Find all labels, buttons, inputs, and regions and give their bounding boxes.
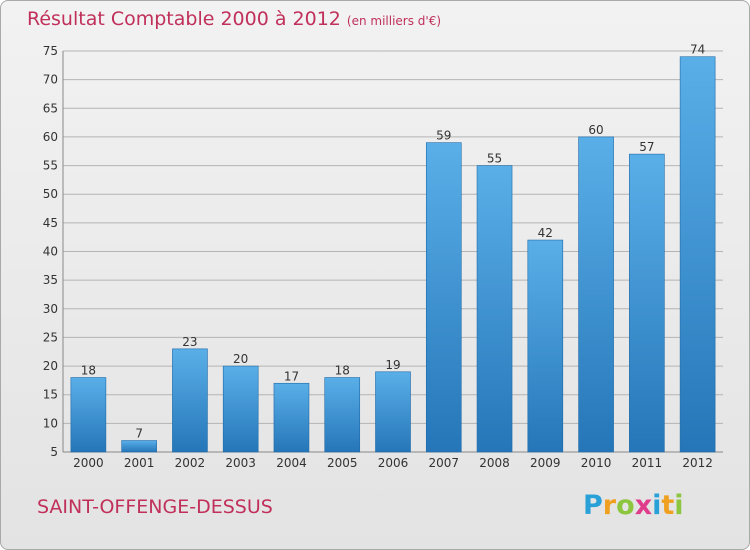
bar-2002 xyxy=(172,348,208,453)
x-tick-label: 2011 xyxy=(632,456,663,470)
logo-letter: x xyxy=(634,490,653,521)
data-label: 23 xyxy=(182,335,197,349)
bar-2008 xyxy=(476,165,513,453)
y-tick-label: 60 xyxy=(43,130,58,144)
logo-letter: r xyxy=(602,490,617,521)
logo-letter: t xyxy=(661,490,675,521)
bar-2003 xyxy=(222,365,259,453)
x-tick-label: 2002 xyxy=(175,456,206,470)
y-tick-label: 35 xyxy=(43,273,58,287)
bar-2000 xyxy=(70,377,107,453)
bar-2005 xyxy=(324,377,361,453)
data-label: 20 xyxy=(233,352,248,366)
y-tick-label: 30 xyxy=(43,302,58,316)
x-tick-label: 2003 xyxy=(225,456,256,470)
y-tick-label: 45 xyxy=(43,216,58,230)
commune-name: SAINT-OFFENGE-DESSUS xyxy=(37,496,273,518)
bar-2011 xyxy=(629,153,665,453)
x-tick-label: 2004 xyxy=(276,456,307,470)
x-tick-label: 2010 xyxy=(581,456,612,470)
y-tick-label: 10 xyxy=(43,416,58,430)
x-tick-label: 2005 xyxy=(327,456,358,470)
x-tick-label: 2012 xyxy=(682,456,713,470)
y-tick-label: 5 xyxy=(50,445,58,459)
data-label: 18 xyxy=(81,364,96,378)
data-label: 55 xyxy=(487,152,502,166)
data-label: 60 xyxy=(588,123,603,137)
logo-letter: o xyxy=(616,490,635,521)
data-label: 7 xyxy=(135,427,143,441)
data-label: 42 xyxy=(538,226,553,240)
chart-title: Résultat Comptable 2000 à 2012 (en millie… xyxy=(27,8,441,30)
data-labels: 18 7 23 20 17 18 19 59 55 42 60 57 74 xyxy=(81,43,706,441)
x-tick-label: 2008 xyxy=(479,456,510,470)
title-text: Résultat Comptable 2000 à 2012 xyxy=(27,8,341,30)
y-axis-ticks: 5 10 15 20 25 30 35 40 45 50 55 60 65 70 75 xyxy=(43,44,58,459)
bar-2007 xyxy=(425,142,462,453)
bar-2012 xyxy=(679,56,716,453)
y-tick-label: 20 xyxy=(43,359,58,373)
y-tick-label: 65 xyxy=(43,101,58,115)
y-tick-label: 55 xyxy=(43,159,58,173)
data-label: 74 xyxy=(690,43,705,57)
bar-2001 xyxy=(121,440,157,453)
x-tick-label: 2007 xyxy=(428,456,459,470)
bar-2006 xyxy=(375,371,411,453)
x-axis-ticks: 2000 2001 2002 2003 2004 2005 2006 2007 2008 2009… xyxy=(73,456,713,470)
x-tick-label: 2006 xyxy=(378,456,409,470)
y-tick-label: 15 xyxy=(43,388,58,402)
bar-2009 xyxy=(527,239,564,453)
data-label: 18 xyxy=(335,364,350,378)
data-label: 57 xyxy=(639,140,654,154)
logo-letter: i xyxy=(674,490,684,521)
data-label: 19 xyxy=(385,358,400,372)
x-tick-label: 2009 xyxy=(530,456,561,470)
x-tick-label: 2001 xyxy=(124,456,155,470)
proxiti-logo[interactable]: Proxiti xyxy=(583,490,684,521)
y-tick-label: 25 xyxy=(43,330,58,344)
x-tick-label: 2000 xyxy=(73,456,104,470)
y-tick-label: 70 xyxy=(43,73,58,87)
logo-letter: i xyxy=(652,490,662,521)
bar-2004 xyxy=(273,382,310,453)
bar-2010 xyxy=(578,136,614,453)
logo-letter: P xyxy=(583,490,603,521)
data-label: 59 xyxy=(436,129,451,143)
y-tick-label: 75 xyxy=(43,44,58,58)
bars xyxy=(70,56,716,453)
y-tick-label: 50 xyxy=(43,187,58,201)
y-tick-label: 40 xyxy=(43,245,58,259)
title-unit: (en milliers d'€) xyxy=(346,14,442,28)
data-label: 17 xyxy=(284,369,299,383)
